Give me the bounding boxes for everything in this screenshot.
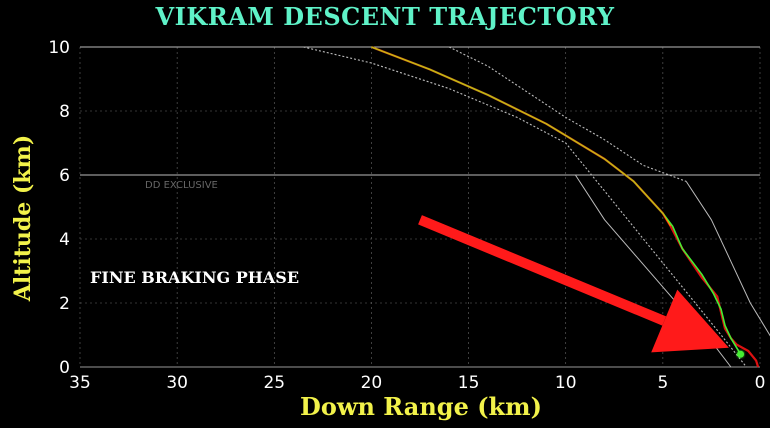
current-position-marker — [737, 350, 745, 358]
x-tick-label: 0 — [755, 373, 766, 393]
y-tick-label: 0 — [59, 358, 70, 378]
watermark: DD EXCLUSIVE — [145, 180, 218, 191]
pointer-arrow-head — [651, 289, 729, 353]
y-tick-label: 4 — [59, 230, 70, 250]
y-tick-label: 6 — [59, 166, 70, 186]
x-tick-label: 5 — [657, 373, 668, 393]
pointer-arrow-shaft — [418, 215, 667, 326]
x-tick-label: 25 — [263, 373, 285, 393]
chart-title: VIKRAM DESCENT TRAJECTORY — [155, 2, 615, 31]
series-outer-boundary-dotted — [303, 46, 747, 368]
series-planned-upper — [371, 46, 672, 227]
series-inner-boundary-solid — [685, 181, 770, 337]
grid — [79, 46, 761, 368]
series-inner-boundary-dotted — [448, 46, 687, 182]
x-tick-label: 15 — [458, 373, 480, 393]
pointer-arrow-layer — [418, 215, 729, 353]
y-axis-label: Altitude (km) — [10, 134, 36, 302]
x-tick-label: 20 — [361, 373, 383, 393]
y-tick-label: 10 — [48, 38, 70, 58]
phase-annotation: FINE BRAKING PHASE — [90, 268, 300, 287]
x-axis-label: Down Range (km) — [300, 392, 542, 421]
y-tick-label: 8 — [59, 102, 70, 122]
tick-labels: 35 30 25 20 15 10 5 0 0 2 4 6 8 10 — [48, 38, 765, 393]
chart-title-wrap: VIKRAM DESCENT TRAJECTORY — [0, 2, 770, 31]
x-tick-label: 35 — [69, 373, 91, 393]
x-tick-label: 10 — [555, 373, 577, 393]
y-tick-label: 2 — [59, 294, 70, 314]
x-tick-label: 30 — [166, 373, 188, 393]
series — [303, 45, 770, 368]
